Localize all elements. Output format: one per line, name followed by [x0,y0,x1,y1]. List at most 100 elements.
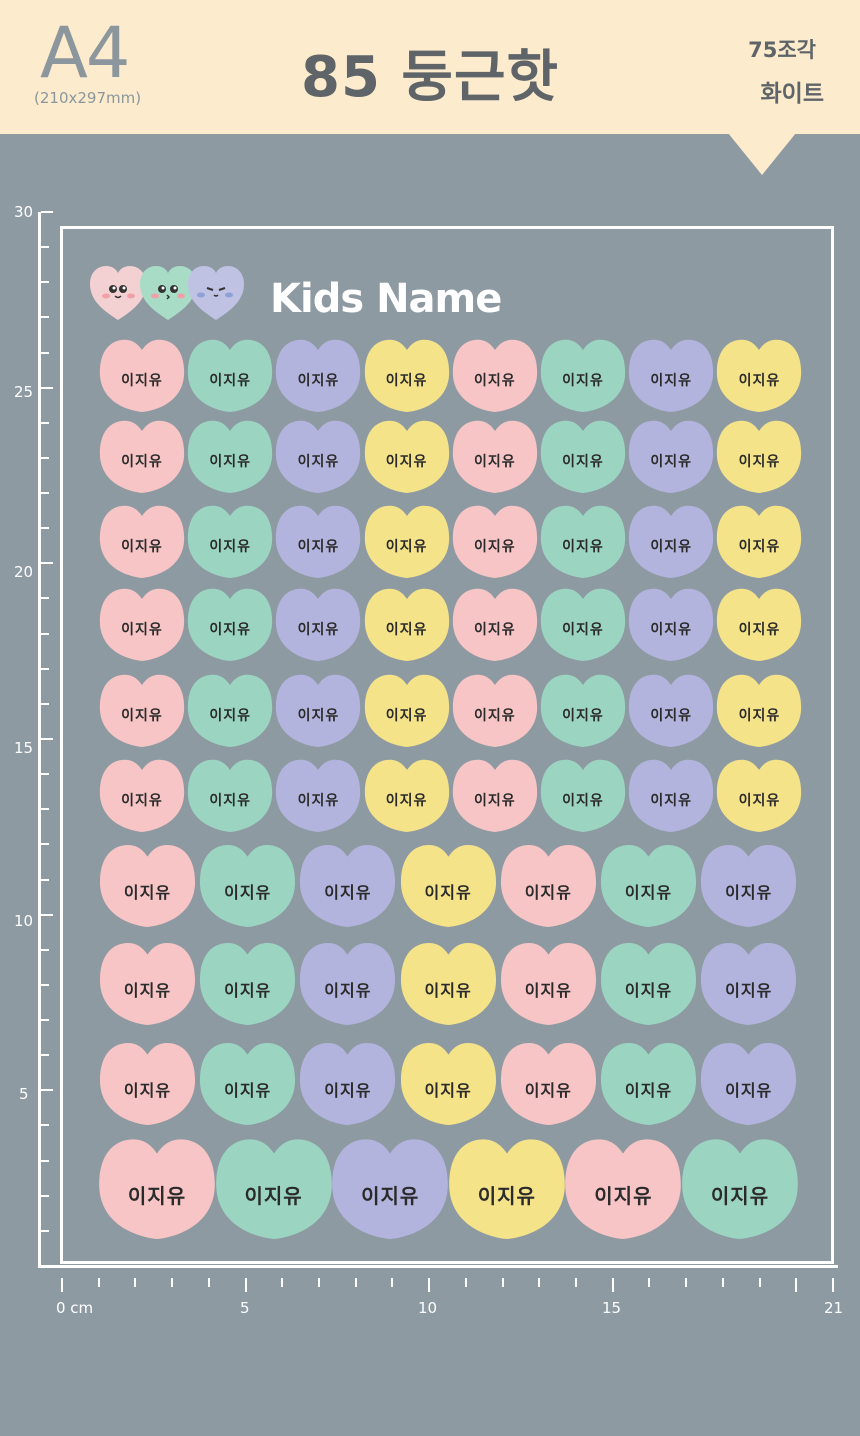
heart-shape [188,505,273,578]
sticker-name-label: 이지유 [209,707,251,724]
heart-sticker [540,420,626,493]
ruler-tick [61,1278,63,1292]
sticker-name-label: 이지유 [123,882,172,902]
heart-sticker [276,339,361,412]
sticker-name-label: 이지유 [738,792,781,809]
heart-shape [188,759,273,832]
heart-sticker [717,339,802,412]
heart-shape [300,942,396,1025]
sticker-name-label: 이지유 [473,707,516,724]
horizontal-ruler [38,1265,838,1268]
heart-shape [717,420,802,493]
heart-shape [200,1042,296,1125]
paper-dimensions: (210x297mm) [34,89,142,107]
heart-sticker [500,1042,596,1125]
sticker-name-label: 이지유 [725,1080,773,1100]
sticker-name-label: 이지유 [209,372,251,389]
heart-sticker [452,674,537,747]
ruler-tick [355,1278,357,1287]
heart-shape [99,1139,215,1239]
heart-shape [717,759,802,832]
sticker-name-label: 이지유 [650,621,692,638]
heart-sticker [701,942,797,1025]
ruler-tick [41,457,49,459]
ruler-tick [41,387,53,389]
ruler-tick [795,1278,797,1292]
heart-sticker [540,674,626,747]
sticker-name-label: 이지유 [473,372,516,389]
header-banner: A4 (210x297mm) 85 둥근핫 75조각 화이트 [0,0,860,134]
ruler-tick [685,1278,687,1287]
ruler-tick [41,422,49,424]
heart-shape [400,1042,496,1125]
sticker-name-label: 이지유 [121,792,163,809]
sticker-name-label: 이지유 [738,621,781,638]
heart-sticker [99,942,196,1025]
ruler-label-h-5: 5 [240,1299,250,1317]
ruler-tick [41,949,49,951]
heart-sticker [276,420,361,493]
heart-sticker [682,1139,798,1239]
sticker-name-label: 이지유 [594,1184,653,1209]
heart-sticker [540,759,626,832]
ruler-tick [612,1278,614,1292]
ruler-tick [465,1278,467,1287]
ruler-label-v-30: 30 [14,203,34,221]
heart-sticker [452,588,537,661]
heart-characters-logo [90,266,244,320]
sticker-name-label: 이지유 [209,453,251,470]
ruler-tick [41,668,49,670]
heart-sticker [629,759,714,832]
sticker-name-label: 이지유 [738,707,781,724]
ruler-tick [41,633,49,635]
sticker-name-label: 이지유 [224,882,272,902]
heart-sticker [364,339,449,412]
sticker-name-label: 이지유 [424,980,472,1000]
ruler-label-v-5: 5 [19,1085,29,1103]
heart-sticker [332,1139,449,1239]
ruler-tick [575,1278,577,1287]
brand-title: Kids Name [270,276,502,322]
sticker-name-label: 이지유 [297,621,340,638]
heart-sticker [188,505,273,578]
heart-shape [200,844,296,927]
sticker-name-label: 이지유 [650,453,692,470]
heart-sticker [99,1042,196,1125]
sticker-name-label: 이지유 [297,538,340,555]
sticker-name-label: 이지유 [524,980,572,1000]
heart-sticker [400,1042,496,1125]
heart-shape [452,420,537,493]
heart-sticker [300,942,396,1025]
ruler-tick [41,597,49,599]
heart-shape [701,1042,797,1125]
sticker-name-label: 이지유 [385,538,428,555]
ruler-tick [41,1019,49,1021]
sticker-name-label: 이지유 [244,1184,303,1209]
lavender-heart-character-icon [188,266,244,320]
sticker-name-label: 이지유 [562,621,604,638]
ruler-tick [41,738,53,740]
heart-shape [540,339,626,412]
heart-shape [276,505,361,578]
heart-shape [452,588,537,661]
heart-sticker [629,588,714,661]
header-pointer [728,133,796,175]
sticker-name-label: 이지유 [562,792,604,809]
heart-sticker [717,420,802,493]
ruler-tick [41,281,49,283]
heart-sticker [701,844,797,927]
heart-sticker [452,759,537,832]
heart-shape [99,942,196,1025]
heart-sticker [500,844,596,927]
sticker-name-label: 이지유 [524,1080,572,1100]
heart-sticker [99,588,185,661]
heart-shape [629,674,714,747]
ruler-tick [41,1124,49,1126]
sticker-name-label: 이지유 [224,1080,272,1100]
ruler-label-h-0: 0 cm [56,1299,94,1317]
sticker-name-label: 이지유 [324,882,372,902]
heart-sticker [215,1139,332,1239]
sticker-name-label: 이지유 [477,1184,536,1209]
heart-shape [717,339,802,412]
sticker-name-label: 이지유 [123,980,172,1000]
